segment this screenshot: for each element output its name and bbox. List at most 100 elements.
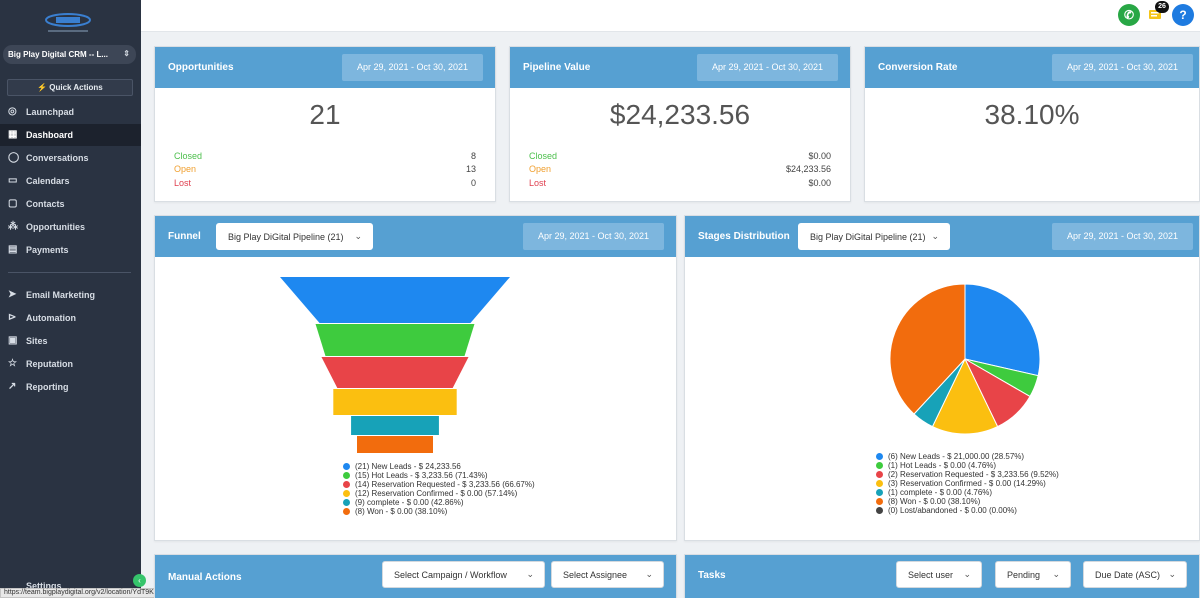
select-value: Pending	[1007, 570, 1041, 580]
sidebar-item-automation[interactable]: ⊳ Automation	[0, 307, 141, 329]
chevron-down-icon: ⌄	[526, 569, 534, 579]
funnel-stage-hot-leads	[315, 324, 475, 356]
account-switcher[interactable]: Big Play Digital CRM -- L... ⇕	[3, 45, 136, 64]
stat-label: Closed	[174, 151, 203, 161]
chevron-down-icon: ⌄	[354, 231, 362, 241]
select-value: Select user	[908, 570, 954, 580]
sidebar-item-label: Reputation	[26, 359, 73, 369]
opportunities-date-range[interactable]: Apr 29, 2021 - Oct 30, 2021	[342, 54, 483, 81]
sidebar-item-label: Sites	[26, 336, 48, 346]
chat-icon: ◯	[8, 152, 20, 163]
campaign-workflow-select[interactable]: Select Campaign / Workflow ⌄	[382, 561, 545, 588]
funnel-legend: (21) New Leads - $ 24,233.56 (15) Hot Lea…	[343, 462, 535, 516]
legend-item: (1) Hot Leads - $ 0.00 (4.76%)	[876, 461, 1059, 470]
send-icon: ➤	[8, 289, 17, 300]
task-status-select[interactable]: Pending ⌄	[995, 561, 1071, 588]
sidebar-item-contacts[interactable]: ▢ Contacts	[0, 193, 141, 215]
sidebar-item-label: Email Marketing	[26, 290, 96, 300]
conversion-rate-date-range[interactable]: Apr 29, 2021 - Oct 30, 2021	[1052, 54, 1193, 81]
help-button[interactable]: ?	[1172, 4, 1194, 26]
stat-value: $24,233.56	[785, 164, 831, 174]
quick-actions-button[interactable]: ⚡ Quick Actions	[7, 79, 133, 96]
sidebar-item-conversations[interactable]: ◯ Conversations	[0, 147, 141, 169]
pipeline-value-card: Pipeline Value Apr 29, 2021 - Oct 30, 20…	[509, 46, 851, 202]
assignee-select[interactable]: Select Assignee ⌄	[551, 561, 664, 588]
legend-dot	[876, 471, 883, 478]
automation-icon: ⊳	[8, 312, 17, 323]
legend-item: (3) Reservation Confirmed - $ 0.00 (14.2…	[876, 479, 1059, 488]
collapse-sidebar-button[interactable]: ‹	[133, 574, 146, 587]
sidebar-item-settings[interactable]: Settings	[26, 581, 62, 591]
pie-slice-reservation-confirmed	[931, 357, 999, 435]
opportunities-title: Opportunities	[168, 62, 234, 73]
sidebar-item-sites[interactable]: ▣ Sites	[0, 330, 141, 352]
legend-label: (15) Hot Leads - $ 3,233.56 (71.43%)	[355, 471, 488, 480]
manual-actions-title: Manual Actions	[168, 572, 242, 583]
stat-value: 0	[470, 178, 476, 188]
funnel-stage-reservation-confirmed	[333, 389, 457, 415]
legend-item: (0) Lost/abandoned - $ 0.00 (0.00%)	[876, 506, 1059, 515]
select-value: Big Play DiGital Pipeline (21)	[228, 232, 344, 242]
legend-label: (6) New Leads - $ 21,000.00 (28.57%)	[888, 452, 1025, 461]
sidebar-item-payments[interactable]: ▤ Payments	[0, 239, 141, 261]
legend-label: (8) Won - $ 0.00 (38.10%)	[355, 507, 448, 516]
funnel-pipeline-select[interactable]: Big Play DiGital Pipeline (21) ⌄	[216, 223, 373, 250]
account-name: Big Play Digital CRM -- L...	[8, 50, 109, 59]
stat-label: Open	[529, 164, 552, 174]
legend-dot	[876, 507, 883, 514]
stat-value: 8	[470, 151, 476, 161]
funnel-header: Funnel Big Play DiGital Pipeline (21) ⌄ …	[155, 216, 676, 257]
sidebar-item-label: Reporting	[26, 382, 69, 392]
opportunities-header: Opportunities Apr 29, 2021 - Oct 30, 202…	[155, 47, 495, 88]
stages-pipeline-select[interactable]: Big Play DiGital Pipeline (21) ⌄	[798, 223, 950, 250]
funnel-card: Funnel Big Play DiGital Pipeline (21) ⌄ …	[154, 215, 677, 541]
sidebar-item-label: Contacts	[26, 199, 65, 209]
pipeline-value-date-range[interactable]: Apr 29, 2021 - Oct 30, 2021	[697, 54, 838, 81]
chevron-updown-icon: ⇕	[123, 49, 130, 58]
conversion-rate-header: Conversion Rate Apr 29, 2021 - Oct 30, 2…	[865, 47, 1199, 88]
stat-label: Open	[174, 164, 197, 174]
legend-item: (14) Reservation Requested - $ 3,233.56 …	[343, 480, 535, 489]
conversion-rate-title: Conversion Rate	[878, 62, 958, 73]
stages-legend: (6) New Leads - $ 21,000.00 (28.57%) (1) …	[876, 452, 1059, 515]
legend-label: (2) Reservation Requested - $ 3,233.56 (…	[888, 470, 1059, 479]
chevron-down-icon: ⌄	[645, 569, 653, 579]
sidebar-item-calendars[interactable]: ▭ Calendars	[0, 170, 141, 192]
pie-slice-won	[889, 283, 966, 415]
select-value: Select Campaign / Workflow	[394, 570, 507, 580]
select-value: Big Play DiGital Pipeline (21)	[810, 232, 926, 242]
legend-dot	[876, 462, 883, 469]
funnel-date-range[interactable]: Apr 29, 2021 - Oct 30, 2021	[523, 223, 664, 250]
tasks-title: Tasks	[698, 570, 726, 581]
task-user-select[interactable]: Select user ⌄	[896, 561, 982, 588]
stat-value: 13	[465, 164, 476, 174]
legend-dot	[876, 489, 883, 496]
topbar: ✆ 26 ?	[141, 0, 1200, 32]
calendar-icon: ▭	[8, 175, 18, 186]
payments-icon: ▤	[8, 244, 18, 255]
contacts-icon: ▢	[8, 198, 18, 209]
stat-label: Lost	[174, 178, 192, 188]
sidebar-item-label: Calendars	[26, 176, 70, 186]
phone-button[interactable]: ✆	[1118, 4, 1140, 26]
sidebar-item-reputation[interactable]: ☆ Reputation	[0, 353, 141, 375]
conversion-rate-card: Conversion Rate Apr 29, 2021 - Oct 30, 2…	[864, 46, 1200, 202]
star-icon: ☆	[8, 358, 17, 369]
legend-label: (0) Lost/abandoned - $ 0.00 (0.00%)	[888, 506, 1017, 515]
sidebar-item-reporting[interactable]: ↗ Reporting	[0, 376, 141, 398]
stat-label: Lost	[529, 178, 547, 188]
phone-icon: ✆	[1123, 8, 1135, 22]
task-sort-select[interactable]: Due Date (ASC) ⌄	[1083, 561, 1187, 588]
legend-item: (1) complete - $ 0.00 (4.76%)	[876, 488, 1059, 497]
legend-item: (2) Reservation Requested - $ 3,233.56 (…	[876, 470, 1059, 479]
sidebar-item-opportunities[interactable]: ⁂ Opportunities	[0, 216, 141, 238]
rocket-icon: ◎	[8, 106, 17, 117]
stages-date-range[interactable]: Apr 29, 2021 - Oct 30, 2021	[1052, 223, 1193, 250]
sidebar-item-email-marketing[interactable]: ➤ Email Marketing	[0, 284, 141, 306]
legend-label: (9) complete - $ 0.00 (42.86%)	[355, 498, 464, 507]
legend-dot	[876, 498, 883, 505]
sidebar-item-dashboard[interactable]: ▦ Dashboard	[0, 124, 141, 146]
legend-dot	[343, 490, 350, 497]
opportunities-total: 21	[309, 99, 341, 130]
sidebar-item-launchpad[interactable]: ◎ Launchpad	[0, 101, 141, 123]
